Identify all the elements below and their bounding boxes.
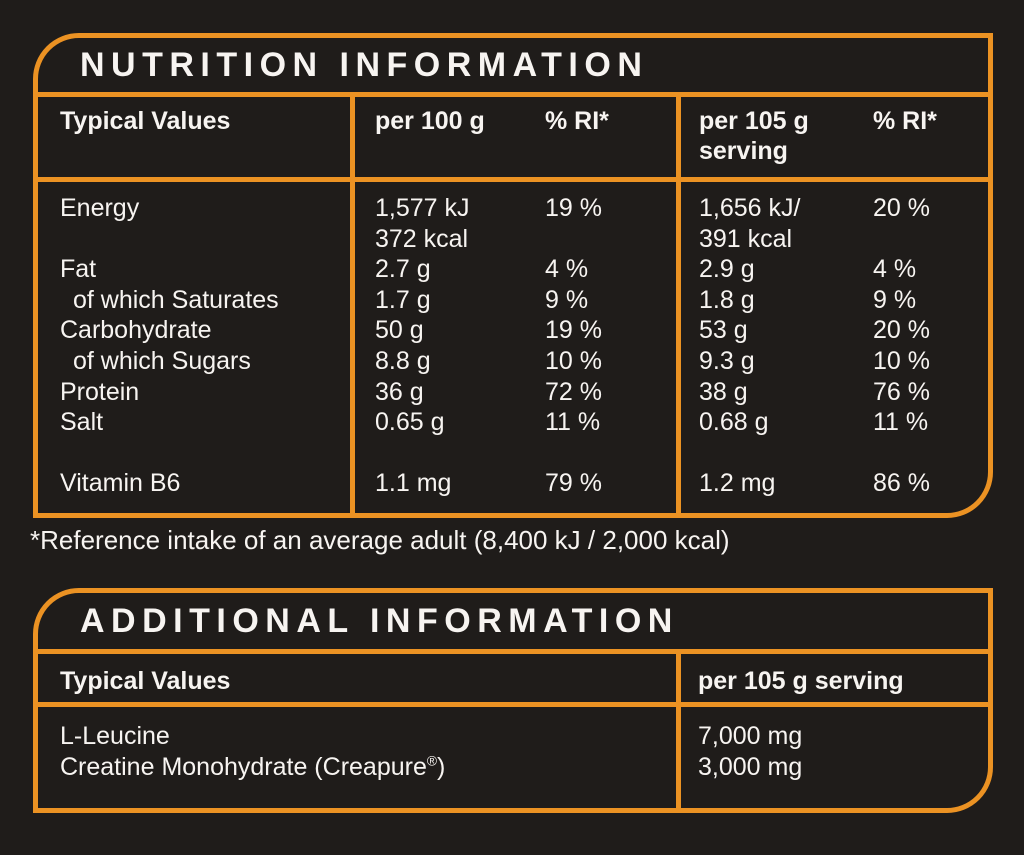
- per-105g-value: 9.3 g: [699, 346, 755, 375]
- ri-105g-value: 20 %: [873, 316, 930, 345]
- nutrient-label: Salt: [60, 408, 104, 437]
- per-105g-serving-column-header: per 105 g serving: [699, 107, 809, 165]
- nutrition-header-per-100g-group: per 100 g % RI*: [355, 97, 681, 177]
- per-100g-value: 1,577 kJ: [375, 194, 470, 222]
- nutrition-header-row: Typical Values per 100 g % RI* per 105 g…: [38, 97, 988, 182]
- per-105g-value: 391 kcal: [699, 224, 793, 253]
- row-spacer: [699, 438, 988, 469]
- row-spacer: [375, 438, 676, 469]
- per-105g-line: 1,656 kJ/20 %: [699, 193, 988, 224]
- ri-100g-value: 4 %: [545, 255, 589, 284]
- per-105g-line: 1.8 g 9 %: [699, 285, 988, 316]
- nutrient-labels-column: Energy Fat of which Saturates Carbohydrate o…: [38, 182, 355, 513]
- per-100g-line: 1.1 mg 79 %: [375, 468, 676, 499]
- per-100g-line: 8.8 g 10 %: [375, 346, 676, 377]
- per-100g-value: 1.1 mg: [375, 469, 452, 498]
- ri-105g-value: 11 %: [873, 408, 929, 437]
- ri-100g-value: 11 %: [545, 408, 601, 437]
- additional-nutrient-label: L-Leucine: [60, 722, 170, 750]
- per-100g-value: 8.8 g: [375, 346, 431, 375]
- ri-100g-column-header: % RI*: [545, 107, 609, 135]
- additional-information-panel: ADDITIONAL INFORMATION Typical Values pe…: [33, 588, 993, 813]
- per-100g-value: 372 kcal: [375, 224, 469, 253]
- per-105g-line: 2.9 g 4 %: [699, 254, 988, 285]
- ri-105g-value: 76 %: [873, 377, 930, 406]
- ri-105g-value: 86 %: [873, 469, 930, 498]
- typical-values-label: Typical Values: [60, 107, 231, 135]
- per-100g-line: 372 kcal: [375, 224, 676, 255]
- per-105g-line: 38 g 76 %: [699, 377, 988, 408]
- nutrient-label: Protein: [60, 377, 140, 406]
- per-105g-line: 1.2 mg 86 %: [699, 468, 988, 499]
- ri-105g-value: 9 %: [873, 285, 917, 314]
- nutrition-data-area: Energy Fat of which Saturates Carbohydrate o…: [38, 182, 988, 513]
- nutrition-header-typical-values: Typical Values: [38, 97, 355, 177]
- per-105g-value: 38 g: [699, 377, 748, 406]
- ri-100g-value: 79 %: [545, 469, 602, 498]
- per-105g-value: 0.68 g: [699, 408, 769, 437]
- additional-nutrient-label: Creatine Monohydrate (Creapure®): [60, 752, 446, 781]
- row-spacer: [60, 438, 350, 469]
- nutrient-label: [60, 224, 350, 255]
- per-100g-line: 1,577 kJ 19 %: [375, 193, 676, 224]
- ri-100g-value: 9 %: [545, 285, 589, 314]
- additional-header-row: Typical Values per 105 g serving: [38, 654, 988, 707]
- nutrient-label: Vitamin B6: [60, 469, 181, 498]
- per-105g-header-line: per 105 g serving % RI*: [699, 106, 988, 166]
- additional-header-per-105g: per 105 g serving: [681, 654, 988, 702]
- per-100g-value: 36 g: [375, 377, 424, 406]
- nutrition-panel-title: NUTRITION INFORMATION: [38, 38, 988, 97]
- nutrient-label: of which Saturates: [73, 285, 279, 314]
- per-105g-value: 2.9 g: [699, 255, 755, 284]
- per-105g-value: 1,656 kJ/: [699, 194, 801, 222]
- nutrient-label: Carbohydrate: [60, 316, 212, 345]
- additional-data-area: L-Leucine Creatine Monohydrate (Creapure®…: [38, 707, 988, 808]
- per-100g-line: 0.65 g 11 %: [375, 407, 676, 438]
- per-105g-line: 0.68 g 11 %: [699, 407, 988, 438]
- ri-100g-value: 72 %: [545, 377, 602, 406]
- ri-100g-value: [545, 224, 676, 255]
- nutrient-label: of which Sugars: [73, 346, 251, 375]
- per-105g-line: 9.3 g 10 %: [699, 346, 988, 377]
- per-105g-value: 53 g: [699, 316, 748, 345]
- additional-per-105g-serving-header: per 105 g serving: [698, 667, 904, 695]
- per-100g-line: 2.7 g 4 %: [375, 254, 676, 285]
- per-100g-value: 1.7 g: [375, 285, 431, 314]
- per-105g-value: 1.2 mg: [699, 469, 776, 498]
- additional-values-column: 7,000 mg 3,000 mg: [681, 707, 988, 808]
- per-100g-line: 50 g 19 %: [375, 315, 676, 346]
- ri-100g-value: 19 %: [545, 194, 602, 222]
- ri-100g-value: 10 %: [545, 346, 602, 375]
- per-105g-line: 53 g 20 %: [699, 315, 988, 346]
- nutrient-label: Energy: [60, 194, 140, 222]
- nutrient-label: Fat: [60, 255, 97, 284]
- ri-105g-column-header: % RI*: [873, 107, 937, 135]
- ri-105g-value: 4 %: [873, 255, 917, 284]
- additional-header-typical-values: Typical Values: [38, 654, 681, 702]
- ri-100g-value: 19 %: [545, 316, 602, 345]
- per-100g-header-line: per 100 g % RI*: [375, 106, 676, 137]
- additional-typical-values-label: Typical Values: [60, 667, 231, 695]
- per-100g-line: 36 g 72 %: [375, 377, 676, 408]
- ri-105g-value: [873, 224, 988, 255]
- per-100g-value: 50 g: [375, 316, 424, 345]
- reference-intake-footnote: *Reference intake of an average adult (8…: [30, 525, 730, 555]
- per-105g-value: 1.8 g: [699, 285, 755, 314]
- additional-nutrient-value: 3,000 mg: [698, 752, 803, 781]
- per-100g-column-header: per 100 g: [375, 107, 485, 135]
- per-100g-value: 0.65 g: [375, 408, 445, 437]
- per-105g-line: 391 kcal: [699, 224, 988, 255]
- additional-panel-title: ADDITIONAL INFORMATION: [38, 593, 988, 654]
- nutrition-header-per-105g-group: per 105 g serving % RI*: [681, 97, 988, 177]
- per-100g-line: 1.7 g 9 %: [375, 285, 676, 316]
- nutrition-information-panel: NUTRITION INFORMATION Typical Values per…: [33, 33, 993, 518]
- ri-105g-value: 10 %: [873, 346, 930, 375]
- additional-labels-column: L-Leucine Creatine Monohydrate (Creapure®…: [38, 707, 681, 808]
- per-100g-value: 2.7 g: [375, 255, 431, 284]
- additional-nutrient-value: 7,000 mg: [698, 722, 803, 750]
- ri-105g-value: 20 %: [873, 194, 930, 222]
